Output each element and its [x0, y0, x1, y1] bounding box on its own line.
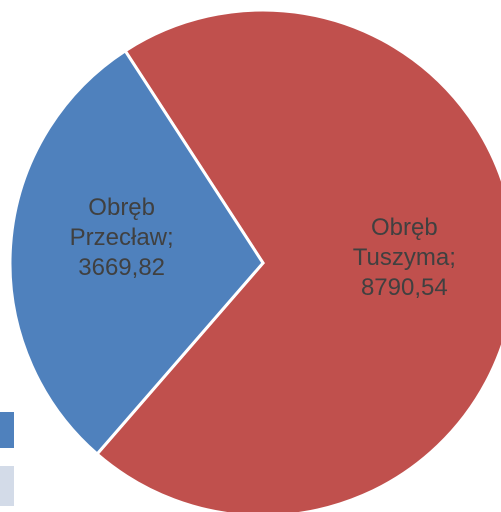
slice-value: 8790,54: [360, 273, 448, 301]
slice-category: Obręb Przecław: [69, 194, 167, 252]
slice-value: 3669,82: [78, 254, 166, 282]
slice-label: Obręb Tuszyma; 8790,54: [339, 213, 469, 303]
legend-fragment: [0, 466, 14, 506]
slice-category: Obręb Tuszyma: [352, 213, 450, 271]
legend-fragment: [0, 412, 14, 448]
slice-label: Obręb Przecław; 3669,82: [57, 193, 187, 283]
label-separator: ;: [449, 243, 456, 271]
pie-slice: [8, 48, 265, 457]
pie-slice: [94, 8, 501, 512]
label-separator: ;: [167, 224, 174, 252]
